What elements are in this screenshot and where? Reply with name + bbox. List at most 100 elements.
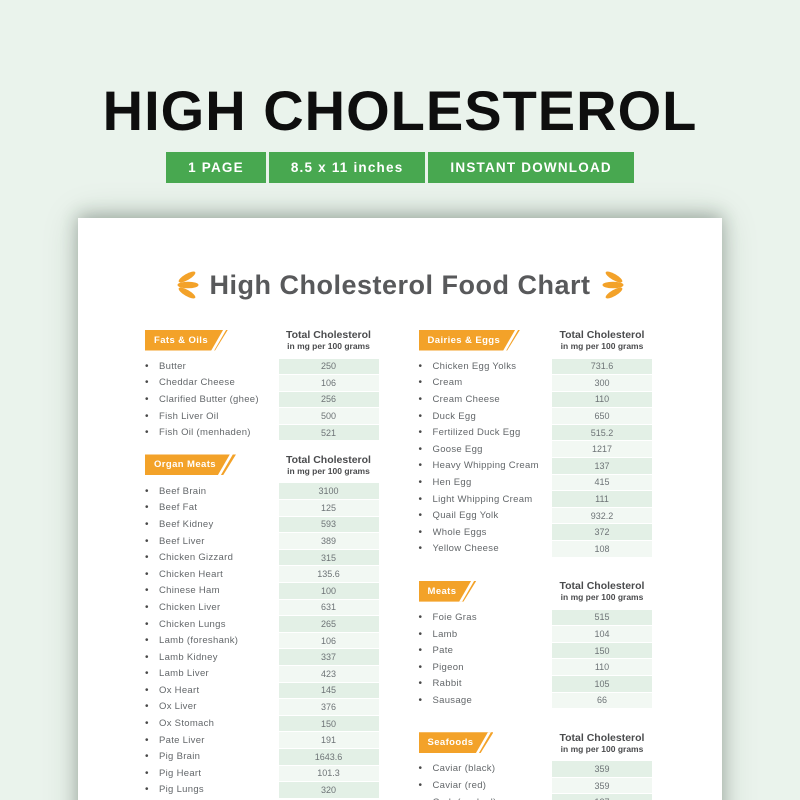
column-header: Total Cholesterol in mg per 100 grams (559, 731, 645, 754)
bullet-icon: • (145, 618, 149, 630)
food-row: • Crab (cooked) 127 (419, 794, 652, 800)
food-row: • Yellow Cheese 108 (419, 541, 652, 558)
food-name: Light Whipping Cream (432, 493, 533, 505)
badge-size: 8.5 x 11 inches (268, 152, 426, 183)
food-section: Dairies & Eggs Total Cholesterol in mg p… (418, 326, 652, 558)
food-row: • Chicken Heart 135.6 (145, 566, 379, 583)
bullet-icon: • (145, 601, 149, 613)
splash-icon (602, 271, 623, 299)
food-name: Chicken Lungs (159, 618, 226, 630)
food-name: Beef Fat (159, 502, 198, 514)
food-value: 415 (552, 474, 652, 491)
food-row: • Cream 300 (418, 375, 652, 392)
section-header: Organ Meats Total Cholesterol in mg per … (145, 451, 379, 479)
food-row: • Fertilized Duck Egg 515.2 (418, 424, 652, 441)
food-name: Ox Heart (159, 684, 200, 696)
food-row: • Beef Fat 125 (145, 500, 379, 517)
food-name: Lamb (foreshank) (159, 635, 239, 647)
section-badge: Seafoods (419, 732, 494, 753)
food-name: Chicken Liver (159, 601, 221, 613)
food-row: • Hen Egg 415 (419, 474, 652, 491)
food-value: 337 (278, 649, 379, 665)
food-section: Seafoods Total Cholesterol in mg per 100… (418, 729, 652, 800)
bullet-icon: • (418, 510, 423, 522)
food-name: Crab (cooked) (433, 797, 553, 800)
bullet-icon: • (418, 694, 423, 706)
bullet-icon: • (145, 734, 149, 746)
food-value: 1217 (552, 441, 652, 458)
doc-title: High Cholesterol Food Chart (209, 269, 591, 300)
badge-download: INSTANT DOWNLOAD (428, 152, 634, 183)
food-value: 650 (552, 408, 652, 424)
food-row: • Chicken Lungs 265 (145, 616, 379, 633)
food-row: • Lamb (foreshank) 106 (145, 632, 379, 649)
section-rows: • Caviar (black) 359 • Caviar (red) 359 … (418, 761, 652, 800)
bullet-icon: • (418, 410, 423, 422)
bullet-icon: • (145, 502, 149, 514)
column-header: Total Cholesterol in mg per 100 grams (559, 580, 645, 603)
food-value: 110 (552, 391, 652, 408)
food-row: • Beef Kidney 593 (145, 516, 379, 533)
food-name: Sausage (432, 694, 473, 706)
food-name: Caviar (black) (432, 763, 496, 775)
food-name: Whole Eggs (432, 526, 487, 538)
food-name: Pate Liver (159, 734, 205, 746)
food-name: Pig Brain (159, 751, 201, 763)
food-row: • Lamb Kidney 337 (145, 649, 379, 666)
food-row: • Ox Heart 145 (145, 682, 379, 699)
page-title: HIGH CHOLESTEROL (102, 79, 698, 142)
bullet-icon: • (418, 360, 423, 372)
bullet-icon: • (145, 360, 149, 372)
section-badge: Dairies & Eggs (419, 330, 521, 351)
food-name: Cream (432, 377, 463, 389)
bullet-icon: • (418, 661, 423, 673)
food-row: • Chicken Gizzard 315 (145, 549, 379, 566)
bullet-icon: • (418, 780, 423, 792)
food-row: • Foie Gras 515 (419, 609, 652, 626)
bullet-icon: • (145, 635, 149, 647)
bullet-icon: • (418, 427, 423, 439)
food-row: • Caviar (black) 359 (419, 761, 652, 778)
food-value: 315 (278, 549, 379, 566)
badge-row: 1 PAGE 8.5 x 11 inches INSTANT DOWNLOAD (0, 152, 800, 183)
food-value: 1643.6 (278, 748, 379, 765)
badge-pages: 1 PAGE (166, 152, 266, 183)
food-row: • Pig Lungs 320 (145, 782, 379, 799)
food-row: • Chicken Liver 631 (145, 599, 379, 616)
food-value: 300 (552, 375, 652, 391)
food-row: • Quail Egg Yolk 932.2 (418, 507, 652, 524)
bullet-icon: • (418, 377, 423, 389)
bullet-icon: • (145, 518, 149, 530)
chart-column-left: Fats & Oils Total Cholesterol in mg per … (145, 326, 379, 800)
section-rows: • Foie Gras 515 • Lamb 104 • Pate 150 • … (418, 609, 652, 709)
food-row: • Pate 150 (419, 642, 652, 659)
bullet-icon: • (418, 678, 423, 690)
food-row: • Whole Eggs 372 (419, 524, 652, 541)
food-name: Butter (159, 360, 187, 372)
bullet-icon: • (145, 485, 149, 497)
food-row: • Chicken Egg Yolks 731.6 (418, 358, 652, 375)
food-row: • Ox Stomach 150 (145, 715, 379, 732)
bullet-icon: • (145, 684, 149, 696)
food-name: Lamb Kidney (159, 651, 218, 663)
food-value: 423 (278, 666, 379, 682)
bullet-icon: • (418, 628, 423, 640)
food-value: 3100 (278, 483, 379, 500)
bullet-icon: • (145, 377, 149, 389)
food-name: Rabbit (432, 678, 462, 690)
food-name: Pate (432, 645, 454, 657)
food-value: 250 (278, 358, 379, 375)
food-value: 932.2 (552, 507, 652, 524)
food-row: • Sausage 66 (418, 692, 652, 709)
food-value: 145 (278, 682, 379, 699)
food-value: 125 (278, 500, 379, 516)
section-badge: Organ Meats (145, 454, 236, 475)
food-name: Pig Lungs (159, 784, 204, 796)
section-badge: Meats (419, 581, 477, 602)
food-value: 376 (278, 699, 379, 715)
chart-column-right: Dairies & Eggs Total Cholesterol in mg p… (418, 326, 652, 800)
section-rows: • Chicken Egg Yolks 731.6 • Cream 300 • … (418, 358, 652, 558)
food-row: • Lamb 104 (418, 626, 652, 643)
food-value: 150 (552, 642, 652, 659)
food-row: • Beef Liver 389 (145, 533, 379, 550)
